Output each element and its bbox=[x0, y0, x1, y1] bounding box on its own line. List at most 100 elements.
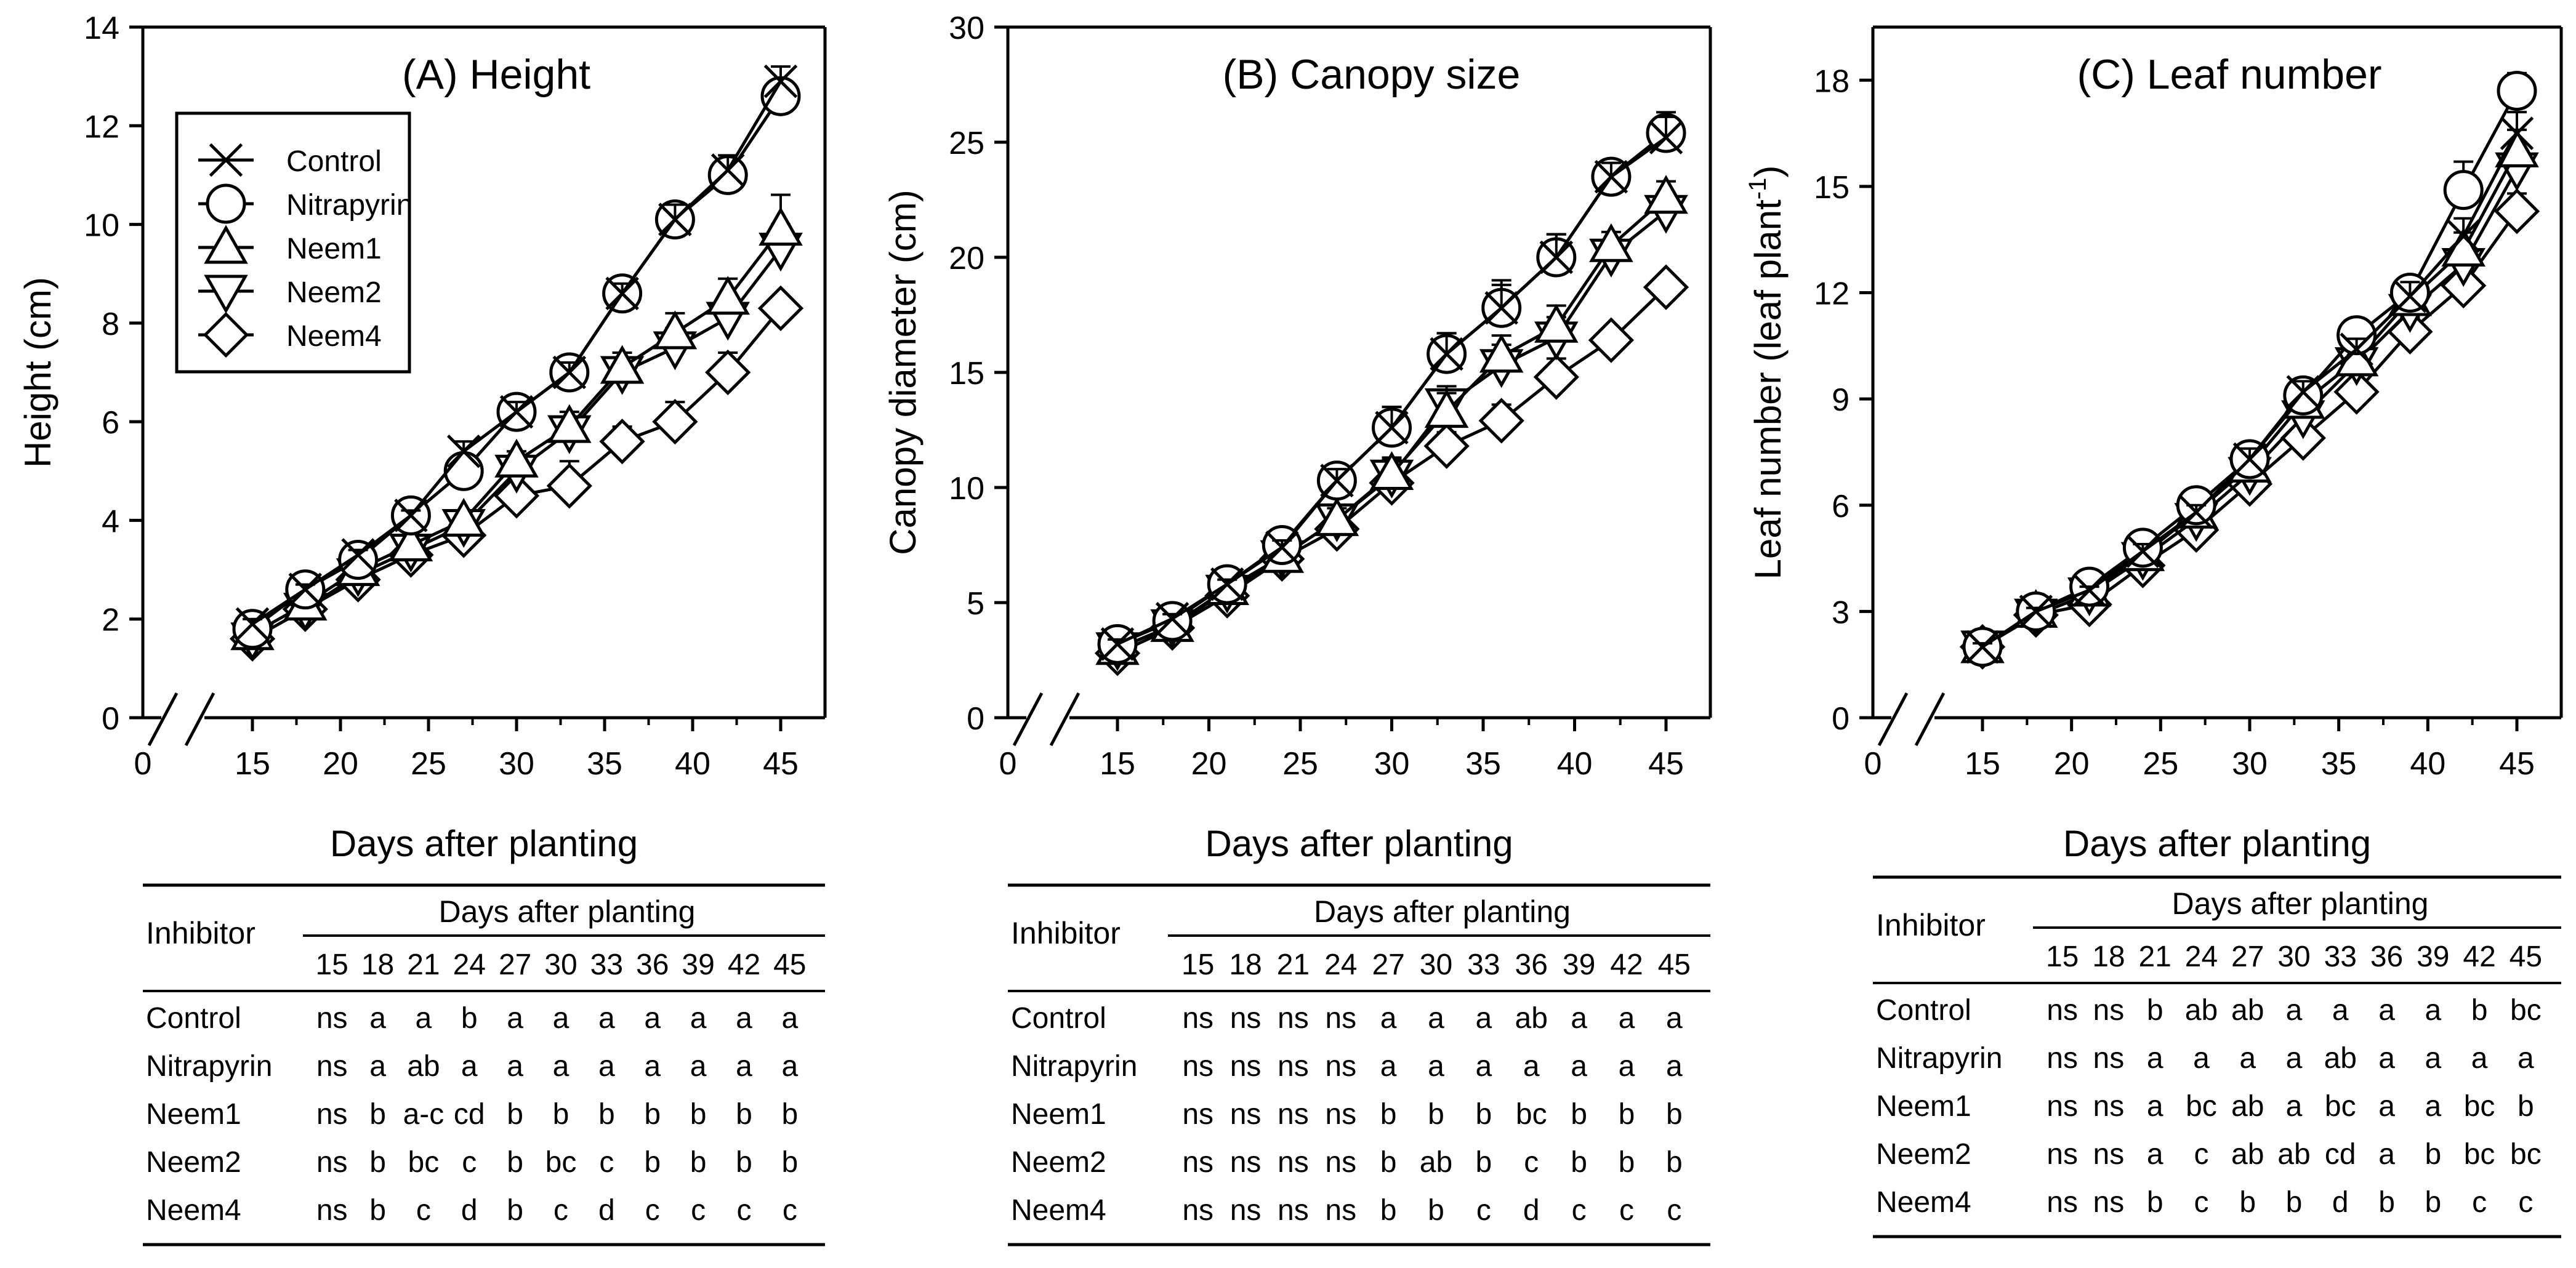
data-point bbox=[605, 276, 639, 311]
x-axis-label: Days after planting bbox=[2063, 823, 2371, 864]
y-tick-label: 12 bbox=[84, 109, 119, 145]
table-row-label: Neem2 bbox=[1011, 1146, 1106, 1179]
data-point bbox=[2019, 595, 2053, 628]
data-point bbox=[2072, 573, 2106, 608]
x-tick-label: 30 bbox=[2232, 746, 2268, 782]
table-cell: b bbox=[644, 1098, 661, 1131]
table-cell: ns bbox=[1325, 1050, 1356, 1083]
y-tick-label: 6 bbox=[1832, 489, 1849, 524]
table-cell: ns bbox=[1182, 1146, 1214, 1179]
panel-a: 0 2 4 6 8 10 12 14 0 15 20 25 30 35 40 45 (A) Height Days… bbox=[17, 10, 827, 864]
y-tick-label: 10 bbox=[84, 208, 119, 244]
table-cell: a bbox=[2378, 1042, 2395, 1075]
legend-marker-nitrapyrin bbox=[206, 183, 246, 224]
legend-marker-neem4 bbox=[203, 311, 249, 358]
table-cell: a bbox=[1428, 1002, 1444, 1035]
table-header-day: 15 bbox=[2046, 941, 2079, 973]
table-row-label: Neem1 bbox=[1876, 1090, 1971, 1123]
table-cell: a bbox=[461, 1050, 478, 1083]
table-cell: ns bbox=[1278, 1194, 1309, 1227]
table-header-day: 15 bbox=[1181, 949, 1214, 981]
y-tick-label: 0 bbox=[102, 701, 119, 737]
data-point bbox=[499, 395, 534, 429]
y-tick-label: 20 bbox=[949, 241, 984, 276]
table-cell: ns bbox=[1325, 1146, 1356, 1179]
x-tick-label: 15 bbox=[1100, 746, 1135, 782]
data-point bbox=[235, 607, 270, 641]
x-tick-label: 25 bbox=[2143, 746, 2178, 782]
table-cell: ns bbox=[1325, 1002, 1356, 1035]
table-cell: a bbox=[2425, 1042, 2441, 1075]
data-point bbox=[706, 276, 750, 315]
table-cell: b bbox=[1666, 1098, 1683, 1131]
table-header-day: 24 bbox=[2185, 941, 2218, 973]
chart-title: (B) Canopy size bbox=[1223, 51, 1521, 98]
table-cell: cd bbox=[2325, 1138, 2356, 1171]
table-cell: a bbox=[1666, 1002, 1683, 1035]
table-header-day: 36 bbox=[2370, 941, 2403, 973]
series-neem1 bbox=[1960, 128, 2539, 664]
table-header-day: 18 bbox=[361, 949, 394, 981]
x-tick-label: 40 bbox=[2410, 746, 2445, 782]
table-cell: a bbox=[736, 1050, 752, 1083]
table-cell: a bbox=[1619, 1002, 1635, 1035]
table-cell: b bbox=[369, 1146, 386, 1179]
x-tick-label: 0 bbox=[999, 746, 1017, 782]
y-tick-label: 4 bbox=[102, 504, 119, 539]
table-row-label: Neem1 bbox=[146, 1098, 241, 1131]
table-header-day: 39 bbox=[1563, 949, 1595, 981]
table-cell: c bbox=[691, 1194, 706, 1227]
series-nitrapyrin bbox=[1097, 111, 1686, 664]
data-point bbox=[757, 285, 804, 331]
table-cell: bc bbox=[2186, 1090, 2217, 1123]
table-row: Neem4 ns ns ns ns b b c d c c c bbox=[1011, 1194, 1681, 1227]
table-cell: a bbox=[598, 1050, 615, 1083]
table-cell: a bbox=[2239, 1042, 2256, 1075]
table-cell: ns bbox=[316, 1194, 348, 1227]
table-header-day: 33 bbox=[1467, 949, 1500, 981]
table-cell: b bbox=[1476, 1098, 1492, 1131]
y-axis-label-main: Height (cm) bbox=[17, 277, 58, 468]
table-cell: b bbox=[369, 1194, 386, 1227]
x-tick-label: 15 bbox=[235, 746, 270, 782]
table-cell: ns bbox=[2093, 1186, 2125, 1219]
table-cell: a-c bbox=[403, 1098, 445, 1131]
table-cell: ns bbox=[1182, 1194, 1214, 1227]
y-axis-label-main: Leaf number (leaf plant bbox=[1747, 199, 1789, 579]
table-row-label: Nitrapyrin bbox=[1876, 1042, 2002, 1075]
data-point bbox=[1533, 354, 1579, 400]
table-cell: b bbox=[1380, 1098, 1397, 1131]
data-point bbox=[1314, 497, 1359, 536]
table-cell: bc bbox=[2510, 994, 2542, 1027]
y-tick-label: 12 bbox=[1814, 276, 1849, 312]
data-point bbox=[2340, 332, 2373, 366]
table-cell: bc bbox=[408, 1146, 440, 1179]
x-tick-label: 40 bbox=[675, 746, 710, 782]
data-point bbox=[288, 572, 323, 606]
data-point bbox=[1424, 389, 1469, 428]
table-cell: ns bbox=[2047, 1042, 2078, 1075]
data-point bbox=[2493, 188, 2540, 235]
table-cell: a bbox=[1571, 1002, 1587, 1035]
y-axis-label-sup: -1 bbox=[1744, 178, 1771, 200]
table-cell: a bbox=[598, 1002, 615, 1035]
table-cell: a bbox=[553, 1050, 570, 1083]
y-tick-label: 6 bbox=[102, 405, 119, 441]
table-row-label: Control bbox=[1876, 994, 1971, 1027]
data-point bbox=[705, 349, 751, 396]
table-row: Neem2 ns ns ns ns b ab b c b b b bbox=[1011, 1146, 1683, 1179]
table-cell: c bbox=[1572, 1194, 1587, 1227]
y-tick-label: 3 bbox=[1832, 595, 1849, 630]
table-cell: b bbox=[1571, 1098, 1587, 1131]
table-cell: a bbox=[2286, 1042, 2303, 1075]
axis-break-mark bbox=[1877, 692, 1909, 747]
data-point bbox=[1588, 317, 1635, 363]
x-tick-label: 20 bbox=[1191, 746, 1227, 782]
table-cell: a bbox=[781, 1050, 798, 1083]
legend-marker-neem1 bbox=[204, 225, 248, 264]
x-tick-label: 25 bbox=[1282, 746, 1318, 782]
table-header-day: 27 bbox=[499, 949, 531, 981]
table-cell: b bbox=[461, 1002, 478, 1035]
table-cell: b bbox=[1619, 1098, 1635, 1131]
table-cell: b bbox=[2518, 1090, 2534, 1123]
